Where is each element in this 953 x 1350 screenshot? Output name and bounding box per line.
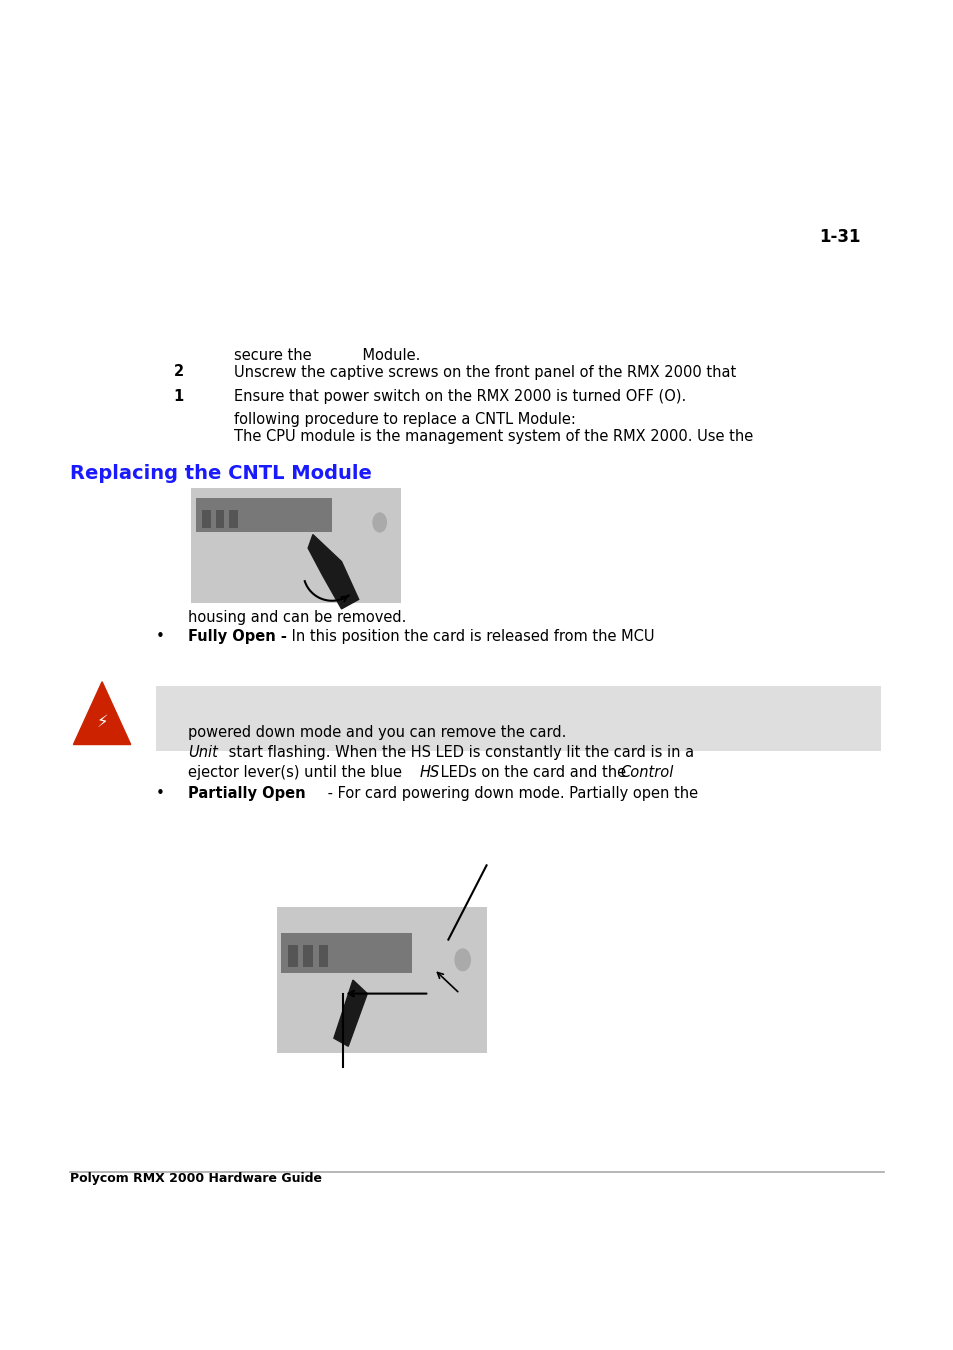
- Text: Replacing the CNTL Module: Replacing the CNTL Module: [70, 464, 371, 483]
- Text: - For card powering down mode. Partially open the: - For card powering down mode. Partially…: [323, 786, 698, 801]
- Bar: [191, 489, 400, 602]
- Polygon shape: [73, 682, 131, 745]
- Text: Unscrew the captive screws on the front panel of the RMX 2000 that: Unscrew the captive screws on the front …: [233, 364, 735, 379]
- Bar: [155, 686, 880, 751]
- Text: 2: 2: [173, 364, 184, 379]
- Polygon shape: [334, 980, 367, 1046]
- Bar: [195, 498, 332, 532]
- Text: Control: Control: [619, 765, 673, 780]
- Text: Ensure that power switch on the RMX 2000 is turned OFF (O).: Ensure that power switch on the RMX 2000…: [233, 389, 685, 404]
- Text: secure the           Module.: secure the Module.: [233, 348, 419, 363]
- Text: •: •: [155, 629, 164, 644]
- Circle shape: [455, 949, 470, 971]
- Text: Fully Open -: Fully Open -: [188, 629, 287, 644]
- Text: HS: HS: [419, 765, 439, 780]
- Text: ⚡: ⚡: [96, 713, 108, 732]
- Text: ejector lever(s) until the blue: ejector lever(s) until the blue: [188, 765, 406, 780]
- Text: powered down mode and you can remove the card.: powered down mode and you can remove the…: [188, 725, 566, 740]
- Text: In this position the card is released from the MCU: In this position the card is released fr…: [287, 629, 654, 644]
- Text: Polycom RMX 2000 Hardware Guide: Polycom RMX 2000 Hardware Guide: [70, 1172, 321, 1185]
- Text: The CPU module is the management system of the RMX 2000. Use the: The CPU module is the management system …: [233, 429, 752, 444]
- Bar: [229, 510, 237, 528]
- Text: LEDs on the card and the: LEDs on the card and the: [436, 765, 630, 780]
- Bar: [202, 510, 211, 528]
- Bar: [281, 933, 411, 973]
- Text: start flashing. When the HS LED is constantly lit the card is in a: start flashing. When the HS LED is const…: [224, 745, 694, 760]
- Text: Unit: Unit: [188, 745, 217, 760]
- Polygon shape: [308, 535, 358, 609]
- Text: following procedure to replace a CNTL Module:: following procedure to replace a CNTL Mo…: [233, 412, 575, 427]
- Bar: [288, 945, 297, 967]
- Bar: [276, 907, 486, 1053]
- Text: housing and can be removed.: housing and can be removed.: [188, 610, 406, 625]
- Bar: [215, 510, 224, 528]
- Text: 1: 1: [173, 389, 184, 404]
- Text: •: •: [155, 786, 164, 801]
- Text: 1-31: 1-31: [818, 228, 860, 246]
- Circle shape: [373, 513, 386, 532]
- Text: Partially Open: Partially Open: [188, 786, 305, 801]
- Bar: [318, 945, 328, 967]
- Bar: [303, 945, 313, 967]
